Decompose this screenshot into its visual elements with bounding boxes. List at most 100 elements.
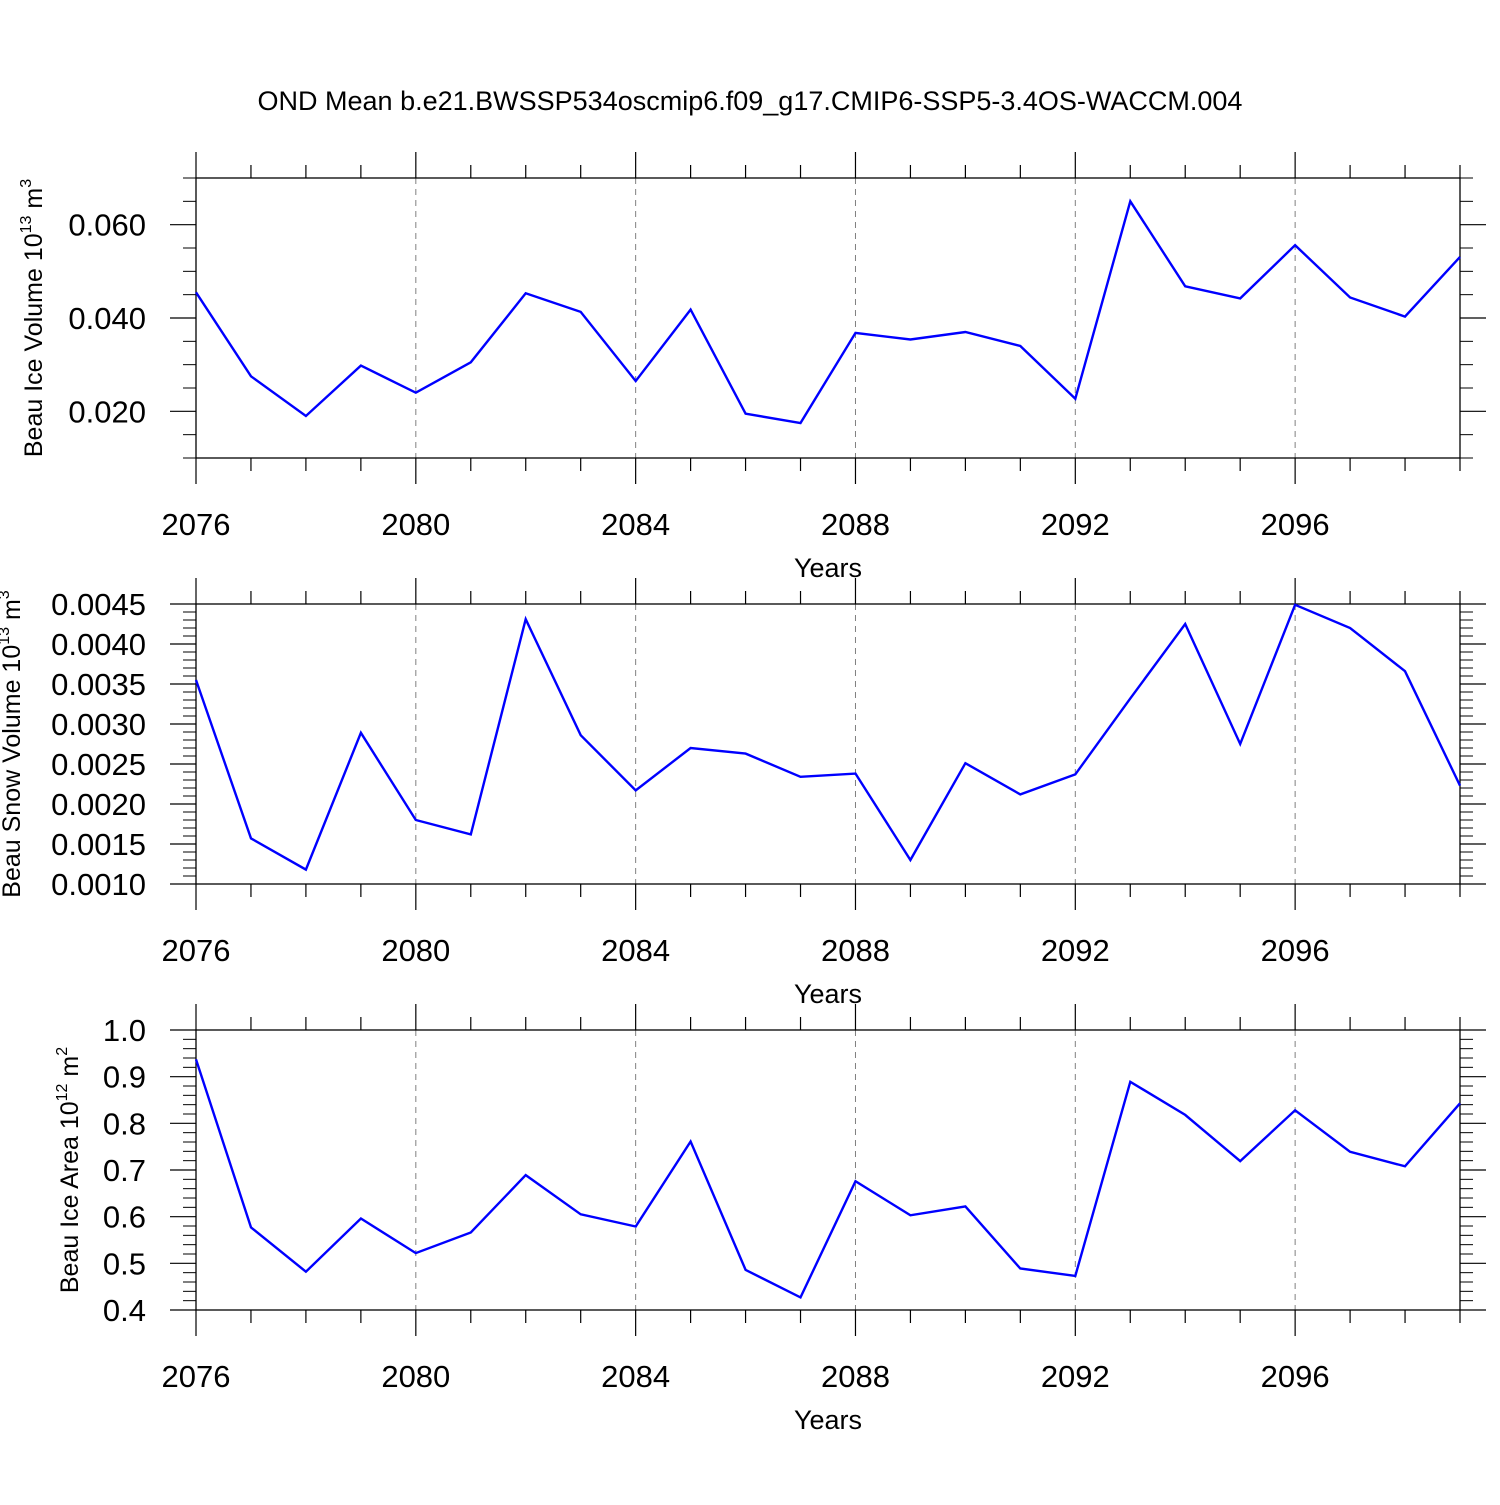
data-point	[414, 1251, 418, 1255]
data-point	[304, 1270, 308, 1274]
data-point	[524, 1173, 528, 1177]
data-point	[1238, 1159, 1242, 1163]
data-point	[634, 1224, 638, 1228]
data-point	[1238, 742, 1242, 746]
data-point	[963, 761, 967, 765]
x-tick-label: 2076	[162, 507, 231, 542]
y-tick-label: 0.4	[103, 1293, 146, 1328]
data-point	[1018, 344, 1022, 348]
x-tick-label: 2084	[601, 507, 670, 542]
data-point	[579, 733, 583, 737]
data-point	[579, 310, 583, 314]
data-point	[1128, 1080, 1132, 1084]
x-axis-label: Years	[794, 1405, 862, 1435]
panel-2: 0.0010 0.0015 0.0020 0.0025 0.0030 0.0035 0.00…	[0, 578, 1486, 1009]
y-tick-label: 0.0030	[51, 707, 146, 742]
data-point	[689, 308, 693, 312]
x-tick-label: 2076	[162, 933, 231, 968]
data-point	[194, 1057, 198, 1061]
data-point	[579, 1212, 583, 1216]
x-tick-label: 2080	[381, 933, 450, 968]
y-tick-label: 0.8	[103, 1106, 146, 1141]
y-tick-label: 0.0045	[51, 587, 146, 622]
data-point	[359, 1217, 363, 1221]
x-tick-label: 2076	[162, 1359, 231, 1394]
data-point	[1348, 626, 1352, 630]
data-point	[634, 379, 638, 383]
series-line	[194, 603, 1462, 872]
data-point	[744, 412, 748, 416]
data-point	[1293, 1108, 1297, 1112]
x-tick-label: 2080	[381, 507, 450, 542]
data-point	[1018, 1266, 1022, 1270]
data-point	[414, 391, 418, 395]
x-tick-label: 2088	[821, 933, 890, 968]
x-tick-label: 2092	[1041, 1359, 1110, 1394]
data-point	[634, 788, 638, 792]
x-tick-label: 2096	[1261, 933, 1330, 968]
data-point	[963, 1204, 967, 1208]
data-point	[1458, 255, 1462, 259]
panel-1: 0.020 0.040 0.060 2076 2080 2084 2088 2092 2096 Y…	[18, 152, 1486, 583]
data-point	[1293, 243, 1297, 247]
data-point	[304, 414, 308, 418]
y-tick-label: 0.0020	[51, 787, 146, 822]
data-point	[744, 752, 748, 756]
data-point	[1293, 603, 1297, 607]
data-point	[524, 617, 528, 621]
data-point	[1238, 296, 1242, 300]
data-point	[744, 1268, 748, 1272]
y-axis-label: Beau Ice Area 1012 m2	[54, 1047, 84, 1293]
data-point	[1128, 696, 1132, 700]
data-point	[1073, 397, 1077, 401]
data-point	[908, 1213, 912, 1217]
y-tick-label: 0.9	[103, 1060, 146, 1095]
y-tick-label: 0.7	[103, 1153, 146, 1188]
data-point	[1403, 1164, 1407, 1168]
data-point	[1183, 284, 1187, 288]
series-line	[194, 1059, 1461, 1300]
data-point	[963, 330, 967, 334]
y-tick-label: 0.0015	[51, 827, 146, 862]
x-tick-label: 2080	[381, 1359, 450, 1394]
data-point	[1183, 622, 1187, 626]
series-line	[194, 198, 1461, 425]
y-tick-label: 1.0	[103, 1013, 146, 1048]
data-point	[799, 421, 803, 425]
data-point	[1183, 1113, 1187, 1117]
data-point	[249, 836, 253, 840]
data-point	[1018, 792, 1022, 796]
data-point	[1403, 669, 1407, 673]
y-tick-label: 0.060	[68, 208, 146, 243]
data-point	[469, 832, 473, 836]
data-point	[853, 772, 857, 776]
data-point	[689, 746, 693, 750]
x-tick-label: 2084	[601, 933, 670, 968]
figure-title: OND Mean b.e21.BWSSP534oscmip6.f09_g17.C…	[257, 86, 1243, 116]
data-point	[1403, 315, 1407, 319]
data-point	[1458, 784, 1462, 788]
data-point	[304, 868, 308, 872]
y-tick-label: 0.040	[68, 301, 146, 336]
data-point	[1073, 1274, 1077, 1278]
data-point	[249, 374, 253, 378]
y-tick-label: 0.6	[103, 1200, 146, 1235]
data-point	[799, 775, 803, 779]
data-point	[359, 731, 363, 735]
x-tick-label: 2084	[601, 1359, 670, 1394]
data-point	[853, 331, 857, 335]
data-point	[524, 291, 528, 295]
plot-frame	[195, 603, 1461, 885]
x-tick-label: 2088	[821, 507, 890, 542]
plot-frame	[195, 177, 1461, 459]
y-axis-label: Beau Snow Volume 1013 m3	[0, 590, 26, 898]
data-point	[908, 337, 912, 341]
data-point	[1073, 772, 1077, 776]
data-point	[908, 858, 912, 862]
data-point	[414, 818, 418, 822]
data-point	[469, 360, 473, 364]
x-tick-label: 2096	[1261, 1359, 1330, 1394]
x-tick-label: 2092	[1041, 933, 1110, 968]
data-point	[1348, 1150, 1352, 1154]
